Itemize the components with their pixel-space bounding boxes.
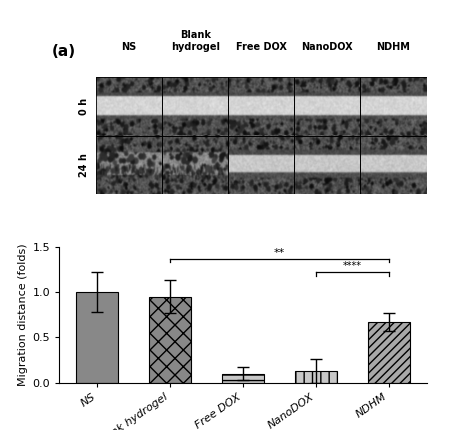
Text: **: ** — [274, 248, 285, 258]
Text: 0 h: 0 h — [79, 98, 89, 115]
Text: NDHM: NDHM — [377, 42, 410, 52]
Text: NS: NS — [121, 42, 137, 52]
Bar — [149, 297, 191, 383]
Text: ****: **** — [343, 261, 362, 271]
Bar — [96, 77, 162, 136]
Text: NanoDOX: NanoDOX — [301, 42, 353, 52]
Bar — [360, 77, 427, 136]
Bar — [295, 371, 337, 383]
Text: (a): (a) — [52, 44, 76, 59]
Bar — [222, 374, 264, 383]
Bar — [162, 77, 228, 136]
Bar — [360, 136, 427, 194]
Text: 24 h: 24 h — [79, 153, 89, 177]
Bar — [368, 322, 410, 383]
Bar — [162, 136, 228, 194]
Bar — [294, 136, 361, 194]
Bar — [96, 136, 162, 194]
Text: Free DOX: Free DOX — [236, 42, 287, 52]
Bar — [76, 292, 118, 383]
Bar — [294, 77, 361, 136]
Text: Blank
hydrogel: Blank hydrogel — [171, 30, 219, 52]
Bar — [228, 136, 294, 194]
Bar — [228, 77, 294, 136]
Y-axis label: Migration distance (folds): Migration distance (folds) — [18, 243, 28, 386]
